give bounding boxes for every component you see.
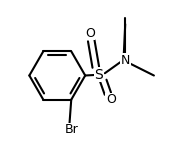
Text: Br: Br [65, 123, 79, 136]
Text: N: N [121, 54, 130, 67]
Text: S: S [94, 68, 103, 82]
Text: O: O [106, 93, 116, 106]
Text: O: O [85, 27, 95, 40]
